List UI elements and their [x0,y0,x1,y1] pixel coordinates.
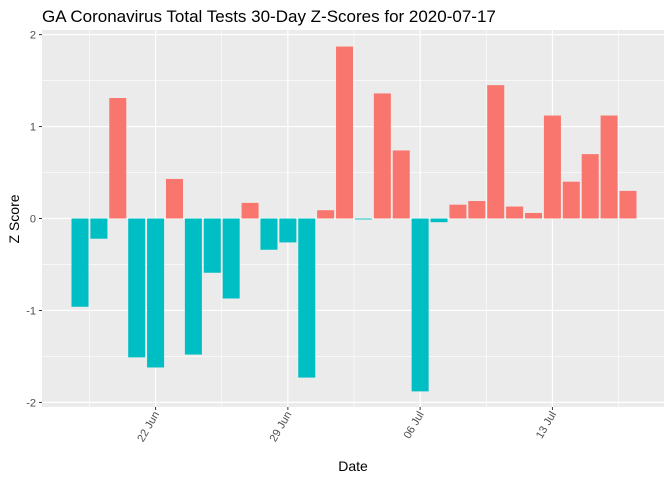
bar [430,218,448,223]
bar [449,204,467,219]
bar [298,218,316,378]
bar [203,218,221,273]
bar [336,46,354,219]
y-tick-label: 0 [30,214,36,226]
x-axis-title: Date [338,458,368,474]
y-tick-label: 1 [30,122,36,134]
y-tick-label: -1 [26,305,36,317]
bar [241,202,259,219]
bar [468,201,486,219]
bar [543,115,561,219]
bar [128,218,146,358]
x-tick-label: 06 Jul [402,410,427,441]
bar [317,210,335,219]
bar [354,218,372,220]
bar [222,218,240,299]
bar [109,98,127,219]
bar [619,190,637,219]
bar [260,218,278,250]
bar [562,181,580,219]
y-tick-label: 2 [30,30,36,42]
bar [184,218,202,355]
x-tick-label: 29 Jun [268,410,295,445]
bars [71,46,637,392]
bar [392,150,410,219]
x-tick-label: 22 Jun [135,410,162,445]
bar [90,218,108,239]
bar [279,218,297,243]
bar [71,218,89,307]
y-tick-label: -2 [26,397,36,409]
bar [373,93,391,219]
bar [506,206,524,219]
bar [581,154,599,219]
bar [600,115,618,219]
bar [525,212,543,219]
bar [147,218,165,368]
x-tick-label: 13 Jul [534,410,559,441]
bar [411,218,429,392]
bar [487,85,505,219]
chart-title: GA Coronavirus Total Tests 30-Day Z-Scor… [42,7,496,26]
bar [165,178,183,219]
y-axis-title: Z Score [6,194,22,243]
